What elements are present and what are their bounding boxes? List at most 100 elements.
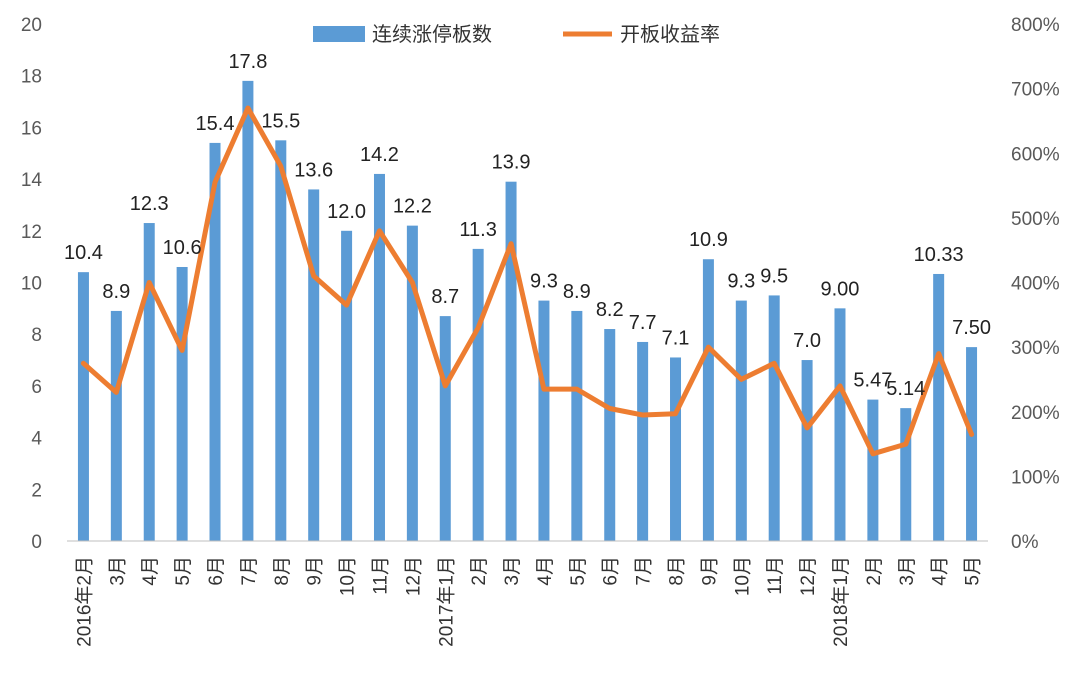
bar-data-label: 7.50 [952,317,991,339]
x-tick-label: 9月 [699,556,720,586]
bar-data-label: 10.4 [64,242,103,264]
right-y-axis: 0% 100% 200% 300% 400% 500% 600% 700% 800% [1011,15,1060,553]
bar-data-label: 12.0 [327,201,366,223]
bar-data-label: 5.14 [886,378,925,400]
x-tick-label: 4月 [930,556,951,586]
x-tick-label: 7月 [634,556,655,586]
bar-data-label: 8.9 [563,281,591,303]
right-y-tick: 500% [1011,209,1060,230]
bar [439,316,451,541]
bar [308,189,320,541]
x-tick-label: 2017年1月 [435,556,457,647]
bar [110,310,122,541]
left-y-tick: 14 [21,170,43,191]
legend: 连续涨停板数 开板收益率 [313,22,720,46]
bar [604,329,616,541]
bar [670,357,682,541]
x-tick-label: 5月 [963,556,984,586]
bar-data-label: 15.5 [261,110,300,132]
bar-data-label: 10.6 [163,237,202,259]
left-y-tick: 2 [31,480,42,501]
bar [702,259,714,541]
x-tick-label: 3月 [502,556,523,586]
bar-data-label: 10.9 [689,229,728,251]
bar [373,173,385,541]
bar-data-label: 8.2 [596,299,624,321]
bar [867,399,879,541]
bar-data-label: 9.3 [727,271,755,293]
bar-data-label: 12.3 [130,193,169,215]
x-tick-label: 10月 [732,556,753,596]
x-axis-ticks: 2016年2月 3月 4月 5月 6月 7月 8月 9月 10月 11月 12月 2017年1月 2月 3… [73,556,983,647]
x-tick-label: 10月 [338,556,359,596]
bar [900,408,912,541]
left-y-tick: 18 [21,67,42,88]
left-y-tick: 12 [21,222,42,243]
x-tick-label: 4月 [140,556,161,586]
bar [505,181,517,541]
right-y-tick: 300% [1011,338,1060,359]
bar [933,273,945,541]
legend-bar-swatch [313,26,365,42]
bar [834,308,846,541]
x-tick-label: 12月 [403,556,424,596]
left-y-tick: 0 [31,532,42,553]
bar-data-label: 17.8 [228,51,267,73]
bar [77,272,89,541]
right-y-tick: 400% [1011,274,1060,295]
x-tick-label: 8月 [667,556,688,586]
left-y-tick: 10 [21,274,42,295]
bar [406,225,418,541]
x-tick-label: 6月 [206,556,227,586]
right-y-tick: 200% [1011,403,1060,424]
line-series [80,105,975,457]
x-tick-label: 6月 [601,556,622,586]
x-tick-label: 5月 [173,556,194,586]
x-tick-label: 4月 [535,556,556,586]
bar [768,295,780,541]
left-y-tick: 20 [21,15,42,36]
bar-data-label: 15.4 [196,113,235,135]
left-y-tick: 16 [21,118,42,139]
x-tick-label: 7月 [239,556,260,586]
bar-data-label: 9.3 [530,271,558,293]
bar [242,80,254,542]
x-tick-label: 11月 [370,556,391,595]
bar-data-label: 11.3 [459,219,496,241]
x-tick-label: 5月 [568,556,589,586]
left-y-tick: 4 [31,429,42,450]
bar [209,142,221,541]
bar [571,310,583,541]
right-y-tick: 100% [1011,467,1060,488]
bar [538,300,550,541]
bar-data-label: 13.9 [492,152,531,174]
left-y-tick: 6 [31,377,42,398]
bar-data-label: 7.1 [662,327,690,349]
x-tick-label: 3月 [897,556,918,586]
x-tick-label: 12月 [798,556,819,596]
bar-data-label: 8.9 [102,281,130,303]
x-tick-label: 2016年2月 [73,556,95,647]
bar [341,230,353,542]
bar-data-label: 9.5 [760,265,788,287]
right-y-tick: 600% [1011,144,1060,165]
bar [472,248,484,541]
bar [966,347,978,541]
bar-data-labels: 10.4 8.9 12.3 10.6 15.4 17.8 15.5 13.6 12.0 14.2 1… [64,51,991,400]
bar [176,266,188,541]
bar-data-label: 12.2 [393,196,432,218]
x-tick-label: 11月 [765,556,786,595]
bar [637,341,649,541]
bar-data-label: 10.33 [914,244,964,266]
bar-data-label: 8.7 [431,286,459,308]
line-path [80,105,975,457]
bar-data-label: 9.00 [821,278,860,300]
left-y-tick: 8 [31,325,42,346]
bar-data-label: 7.7 [629,312,657,334]
bar-data-label: 14.2 [360,144,399,166]
legend-line-label: 开板收益率 [620,22,720,46]
bar-data-label: 7.0 [793,330,821,352]
x-tick-label: 2018年1月 [830,556,852,647]
x-tick-label: 9月 [305,556,326,586]
bar [735,300,747,541]
